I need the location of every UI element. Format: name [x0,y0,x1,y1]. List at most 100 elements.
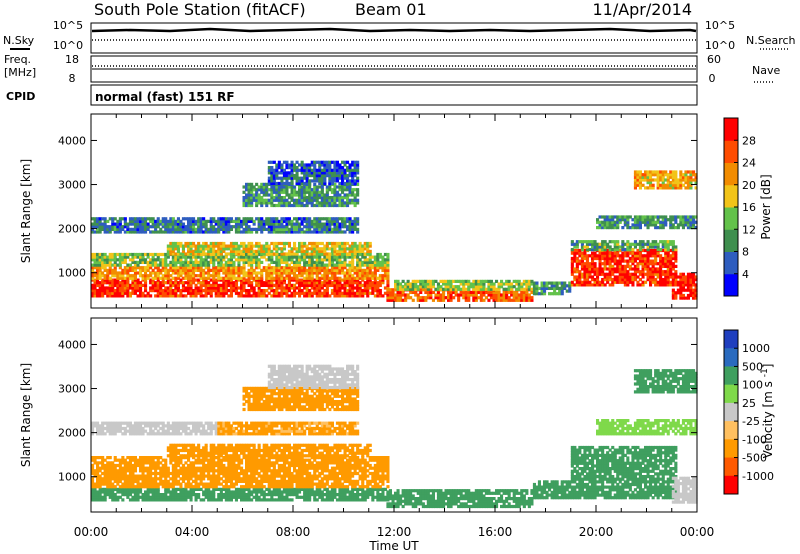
heatmap-cell [245,193,249,197]
heatmap-cell [633,242,637,246]
heatmap-cell [681,288,685,292]
heatmap-cell [618,218,622,222]
heatmap-cell [212,227,216,231]
heatmap-cell [298,181,302,186]
heatmap-cell [197,274,201,278]
heatmap-cell [517,287,521,291]
heatmap-cell [282,244,286,248]
heatmap-cell [295,181,299,186]
heatmap-cell [626,251,630,255]
heatmap-cell [287,281,291,285]
station-title: South Pole Station (fitACF) [94,0,306,19]
heatmap-cell [290,179,294,183]
heatmap-cell [255,266,259,270]
heatmap-cell [282,230,286,234]
heatmap-cell [618,256,622,261]
heatmap-cell [361,294,365,298]
heatmap-cell [676,280,680,284]
heatmap-cell [310,222,314,226]
heatmap-cell [247,252,251,256]
heatmap-cell [351,176,355,180]
heatmap-cell [616,254,620,258]
heatmap-cell [583,251,587,255]
heatmap-cell [664,178,668,182]
heatmap-cell [290,176,294,180]
heatmap-cell [626,254,630,258]
heatmap-cell [207,289,211,293]
heatmap-cell [330,230,334,234]
heatmap-cell [101,263,105,267]
heatmap-cell [247,190,251,194]
heatmap-cell [280,166,284,170]
heatmap-cell [257,260,261,264]
heatmap-cell [391,293,395,297]
heatmap-cell [151,498,155,502]
heatmap-cell [126,286,130,290]
heatmap-cell [495,293,499,297]
heatmap-cell [633,183,637,187]
heatmap-cell [633,178,637,182]
heatmap-cell [154,230,158,234]
heatmap-cell [543,286,547,290]
heatmap-cell [247,255,251,259]
heatmap-cell [270,286,274,290]
heatmap-cell [265,258,269,262]
heatmap-cell [510,285,514,289]
heatmap-cell [265,294,269,298]
heatmap-cell [320,266,324,270]
heatmap-cell [171,281,175,285]
heatmap-cell [240,249,244,253]
heatmap-cell [91,227,95,231]
heatmap-cell [308,166,312,170]
heatmap-cell [633,264,637,268]
heatmap-cell [515,287,519,291]
heatmap-cell [575,270,579,274]
colorbar-tick-label: 16 [742,201,756,214]
heatmap-cell [343,271,347,275]
heatmap-cell [328,247,332,251]
heatmap-cell [245,198,249,202]
heatmap-cell [111,263,115,267]
heatmap-cell [277,255,281,259]
heatmap-cell [649,262,653,266]
heatmap-cell [202,260,206,264]
heatmap-cell [320,286,324,290]
heatmap-cell [293,252,297,256]
heatmap-cell [277,181,281,186]
heatmap-cell [659,262,663,266]
heatmap-cell [573,275,577,279]
heatmap-cell [189,263,193,267]
heatmap-cell [320,163,324,167]
heatmap-cell [262,291,266,295]
heatmap-cell [323,281,327,285]
heatmap-cell [174,219,178,223]
heatmap-cell [171,222,175,226]
heatmap-cell [484,279,488,283]
heatmap-cell [341,222,345,226]
heatmap-cell [626,272,630,276]
heatmap-cell [156,219,160,223]
heatmap-cell [144,289,148,293]
heatmap-cell [310,201,314,205]
heatmap-cell [383,274,387,278]
nsky-label: N.Sky [3,34,35,47]
heatmap-cell [318,201,322,205]
heatmap-cell [174,487,178,491]
heatmap-cell [229,217,233,221]
heatmap-cell [176,268,180,272]
heatmap-cell [161,266,165,270]
heatmap-cell [333,247,337,251]
heatmap-cell [598,262,602,266]
heatmap-cell [434,287,438,291]
heatmap-cell [300,274,304,278]
heatmap-cell [250,244,254,248]
heatmap-cell [426,296,430,300]
heatmap-cell [199,283,203,287]
heatmap-cell [325,274,329,278]
heatmap-cell [646,262,650,266]
heatmap-cell [133,278,137,282]
heatmap-cell [149,219,153,223]
heatmap-cell [671,215,675,219]
heatmap-cell [580,275,584,279]
